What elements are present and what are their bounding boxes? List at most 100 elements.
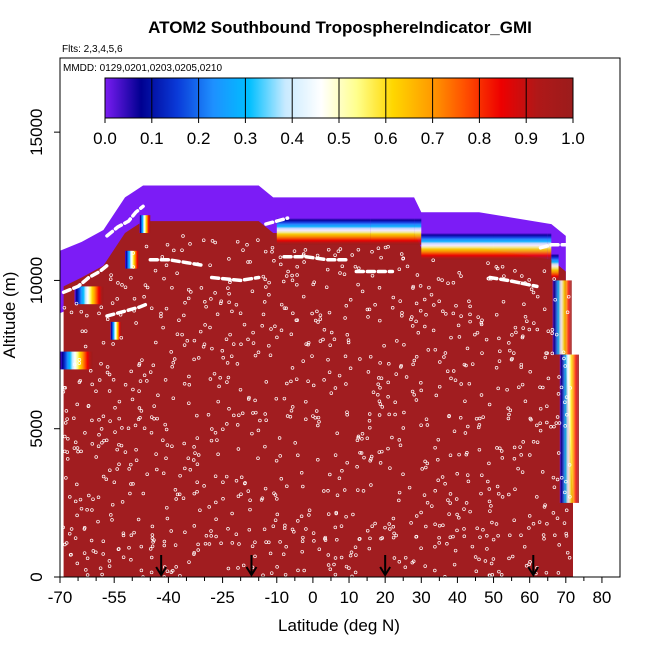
gradient-block xyxy=(139,215,151,233)
observation-point xyxy=(441,309,445,314)
observation-point xyxy=(152,404,156,408)
observation-point xyxy=(464,501,469,505)
observation-point xyxy=(189,290,193,294)
observation-point xyxy=(410,315,414,319)
observation-point xyxy=(182,441,186,446)
observation-point xyxy=(347,566,351,570)
observation-point xyxy=(322,378,326,382)
colorbar: 0.0 0.1 0.2 0.3 0.4 0.5 0.6 0.7 0.8 0.9 1.0 xyxy=(93,77,585,148)
observation-point xyxy=(333,453,338,457)
observation-point xyxy=(220,349,225,353)
observation-point xyxy=(188,468,193,472)
observation-point xyxy=(263,486,268,491)
flight-track xyxy=(264,216,290,226)
colorbar-tick-label: 0.8 xyxy=(468,129,492,148)
observation-point xyxy=(182,343,187,347)
observation-point xyxy=(85,313,89,318)
observation-point xyxy=(285,484,289,489)
observation-point xyxy=(177,492,182,497)
observation-point xyxy=(543,503,547,507)
observation-point xyxy=(286,269,290,274)
observation-point xyxy=(326,247,331,252)
observation-point xyxy=(468,304,472,309)
observation-point xyxy=(187,383,192,387)
observation-point xyxy=(234,479,239,483)
observation-point xyxy=(99,427,104,431)
observation-point xyxy=(470,544,475,549)
observation-point xyxy=(107,564,112,568)
observation-point xyxy=(327,310,332,315)
observation-point xyxy=(295,264,299,269)
observation-point xyxy=(170,444,174,448)
observation-point xyxy=(353,570,358,575)
gradient-block xyxy=(74,286,104,305)
observation-point xyxy=(379,255,383,260)
observation-point xyxy=(171,361,176,365)
observation-point xyxy=(101,474,106,479)
observation-point xyxy=(332,562,336,567)
observation-point xyxy=(557,375,561,379)
observation-point xyxy=(418,284,423,288)
observation-point xyxy=(74,301,79,306)
observation-point xyxy=(97,418,101,422)
observation-point xyxy=(192,357,196,362)
observation-point xyxy=(108,419,112,423)
observation-point xyxy=(551,475,556,480)
observation-point xyxy=(491,557,496,561)
observation-point xyxy=(131,482,135,486)
observation-point xyxy=(151,540,155,544)
observation-point xyxy=(392,531,396,536)
observation-point xyxy=(553,533,557,538)
x-tick-label: -40 xyxy=(156,588,181,607)
observation-point xyxy=(387,522,391,526)
observation-point xyxy=(424,465,428,470)
observation-point xyxy=(301,484,305,489)
colorbar-tick-label: 0.6 xyxy=(374,129,398,148)
observation-point xyxy=(139,544,144,549)
observation-point xyxy=(387,412,391,417)
observation-point xyxy=(137,362,142,366)
observation-point xyxy=(512,351,516,355)
observation-point xyxy=(400,311,404,315)
observation-point xyxy=(67,531,72,536)
observation-point xyxy=(402,342,406,347)
observation-point xyxy=(149,555,154,560)
observation-point xyxy=(213,240,217,245)
observation-point xyxy=(343,354,348,359)
observation-point xyxy=(69,552,73,557)
observation-point xyxy=(121,555,126,559)
observation-point xyxy=(227,300,231,305)
observation-point xyxy=(239,492,243,496)
observation-point xyxy=(453,378,458,382)
observation-point xyxy=(342,272,347,276)
observation-point xyxy=(329,391,334,395)
observation-point xyxy=(437,384,442,389)
observation-point xyxy=(112,480,117,484)
observation-point xyxy=(386,245,390,249)
observation-point xyxy=(63,449,67,454)
observation-point xyxy=(301,535,305,540)
observation-point xyxy=(117,416,121,421)
observation-point xyxy=(218,376,222,380)
observation-point xyxy=(454,497,459,501)
observation-point xyxy=(248,498,252,502)
observation-point xyxy=(397,560,402,564)
observation-point xyxy=(75,482,79,487)
observation-point xyxy=(329,330,334,335)
observation-point xyxy=(500,264,505,269)
observation-point xyxy=(85,508,89,512)
observation-point xyxy=(229,354,234,358)
flight-track xyxy=(148,257,207,268)
observation-point xyxy=(419,381,423,385)
observation-point xyxy=(111,342,115,346)
observation-point xyxy=(275,497,279,501)
observation-point xyxy=(438,360,442,364)
observation-point xyxy=(500,456,505,460)
observation-point xyxy=(296,568,300,573)
observation-point xyxy=(415,273,420,277)
observation-point xyxy=(261,274,266,279)
observation-point xyxy=(80,329,85,334)
observation-point xyxy=(183,530,187,535)
observation-point xyxy=(359,451,364,455)
observation-point xyxy=(253,540,257,544)
